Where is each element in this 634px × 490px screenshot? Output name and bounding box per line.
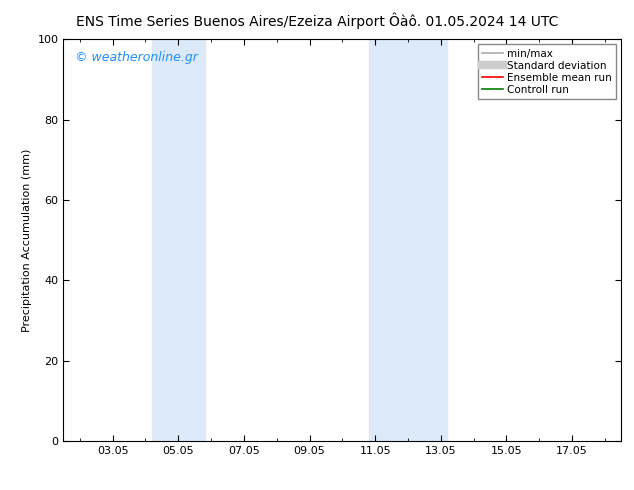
Text: Ôàô. 01.05.2024 14 UTC: Ôàô. 01.05.2024 14 UTC (389, 15, 558, 29)
Bar (368, 39, 448, 441)
Legend: min/max, Standard deviation, Ensemble mean run, Controll run: min/max, Standard deviation, Ensemble me… (478, 45, 616, 99)
Text: © weatheronline.gr: © weatheronline.gr (75, 51, 197, 64)
Y-axis label: Precipitation Accumulation (mm): Precipitation Accumulation (mm) (22, 148, 32, 332)
Text: ENS Time Series Buenos Aires/Ezeiza Airport: ENS Time Series Buenos Aires/Ezeiza Airp… (76, 15, 385, 29)
Bar (152, 39, 205, 441)
